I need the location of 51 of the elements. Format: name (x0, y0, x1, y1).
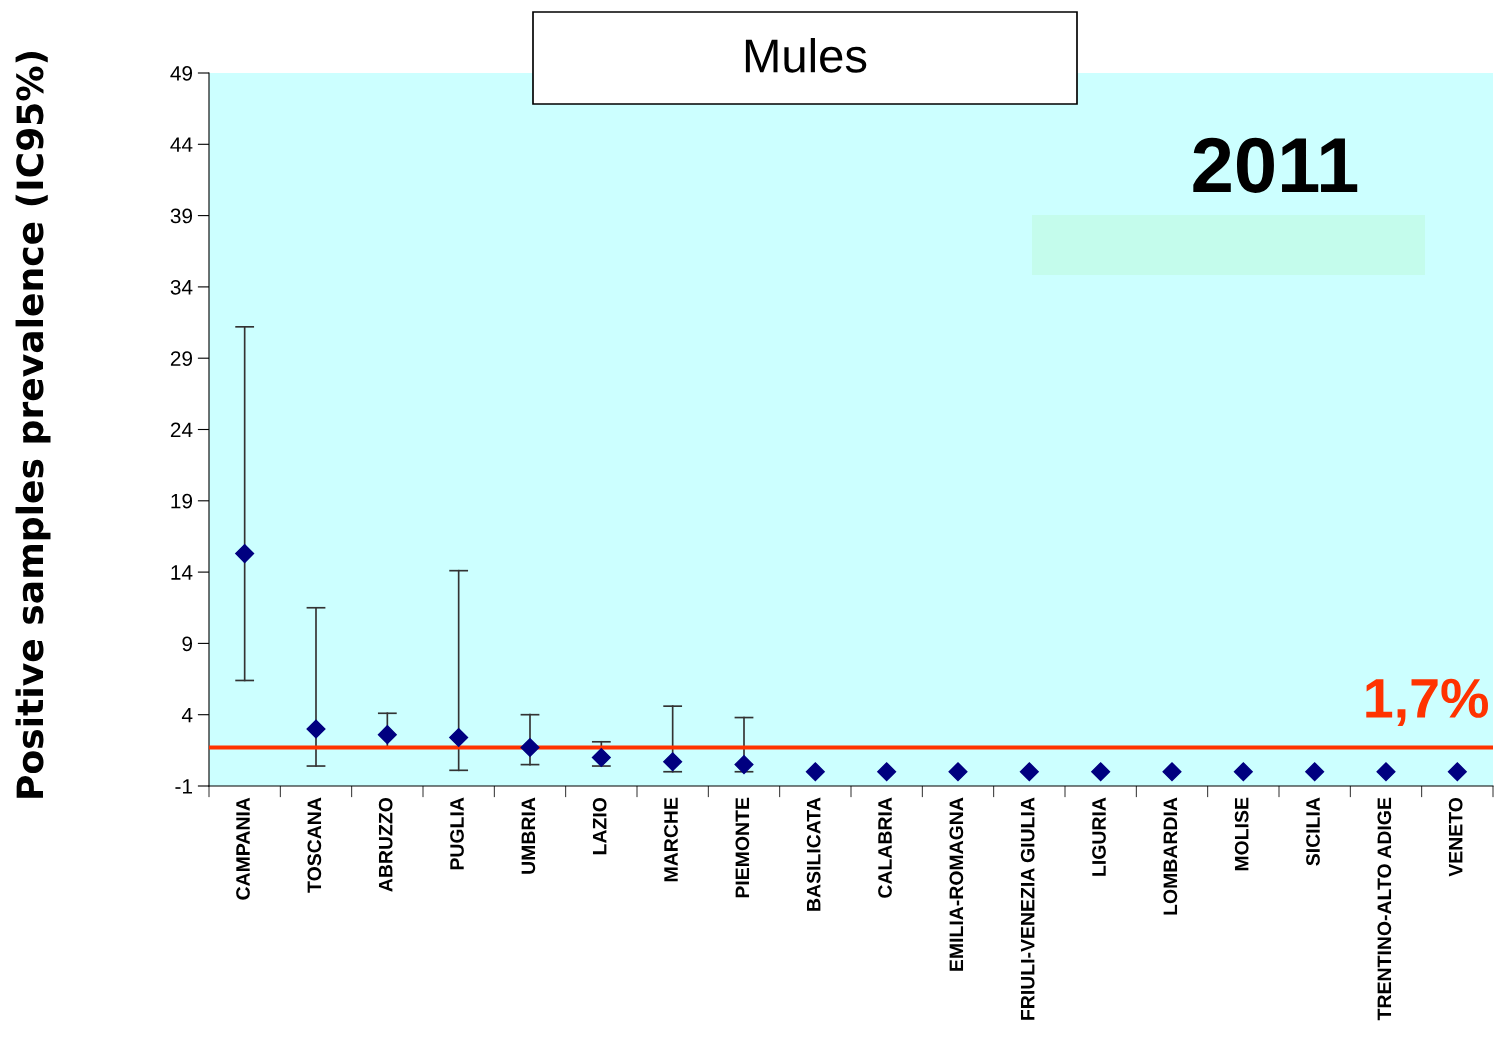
annotation: 2011 (1193, 137, 1358, 193)
y-tick-label: 14 (171, 565, 193, 580)
point (235, 544, 255, 564)
x-tick-label: CAMPANIA (236, 797, 250, 900)
point (1233, 762, 1253, 782)
x-tick-label: FRIULI-VENEZIA GIULIA (1020, 797, 1035, 1020)
x-tick-label: MARCHE (664, 797, 678, 882)
x-tick-label: ABRUZZO (378, 797, 393, 892)
x-tick-label: TRENTINO-ALTO ADIGE (1377, 797, 1392, 1021)
point (306, 719, 326, 739)
y-tick-label: 19 (171, 493, 193, 509)
y-tick-label: 39 (170, 208, 193, 224)
point (663, 752, 683, 772)
y-tick-label: -1 (175, 779, 193, 794)
point (520, 737, 540, 758)
point (1376, 762, 1396, 782)
y-tick-label: 29 (170, 351, 193, 366)
y-axis-title: Positive samples prevalence (IC95%) (15, 52, 51, 798)
x-tick-label: LAZIO (592, 797, 607, 855)
point (734, 755, 754, 775)
y-tick-label: 24 (170, 422, 193, 438)
x-tick-label: SICILIA (1306, 797, 1320, 866)
y-tick-label: 44 (170, 137, 193, 152)
x-tick-label: TOSCANA (307, 797, 322, 893)
point (948, 762, 968, 782)
ref-line-label: 1,7% (1366, 678, 1488, 727)
point (1091, 762, 1111, 782)
x-tick-label: MOLISE (1234, 797, 1249, 871)
point (591, 747, 611, 768)
chart-title: Mules (745, 37, 867, 73)
point (805, 762, 825, 782)
x-tick-label: EMILIA-ROMAGNA (949, 797, 964, 971)
point (877, 762, 897, 782)
y-tick-label: 9 (182, 636, 193, 652)
point (1305, 762, 1325, 782)
x-tick-label: LIGURIA (1092, 797, 1106, 876)
x-tick-label: LOMBARDIA (1163, 797, 1178, 915)
x-tick-label: CALABRIA (878, 797, 892, 898)
point (377, 725, 397, 745)
x-tick-label: UMBRIA (521, 797, 536, 874)
y-tick-label: 4 (181, 707, 193, 723)
point (1162, 762, 1182, 782)
x-tick-label: VENETO (1448, 797, 1463, 877)
y-tick-label: 34 (170, 279, 193, 295)
y-tick-label: 49 (170, 66, 193, 81)
point (1447, 762, 1467, 782)
point (449, 727, 469, 748)
point (1019, 762, 1039, 782)
x-tick-label: PIEMONTE (735, 797, 750, 898)
x-tick-label: BASILICATA (806, 797, 821, 911)
x-tick-label: PUGLIA (450, 797, 464, 870)
